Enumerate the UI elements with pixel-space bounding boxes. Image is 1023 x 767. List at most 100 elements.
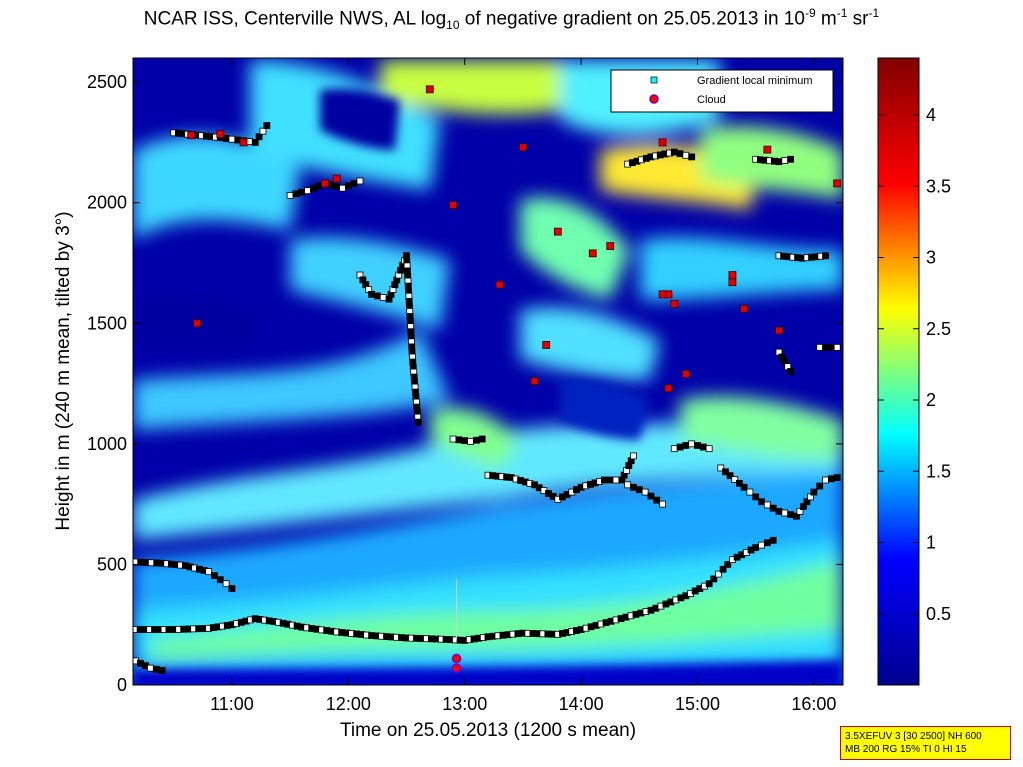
gradient-min-point: [752, 544, 760, 551]
gradient-min-point: [251, 139, 259, 146]
gradient-min-point: [670, 445, 678, 453]
gradient-min-point: [255, 133, 263, 141]
gradient-min-point: [228, 135, 236, 143]
x-axis: 11:00 12:00 13:00 14:00 15:00 16:00: [210, 58, 836, 714]
y-tick-label: 1000: [87, 434, 127, 454]
gradient-min-point: [705, 445, 713, 453]
gradient-min-point: [775, 158, 783, 166]
gradient-min-point: [726, 472, 734, 480]
gradient-min-point: [374, 292, 381, 300]
colorbar-tick-label: 1: [926, 533, 936, 553]
gradient-min-point: [304, 187, 311, 195]
gradient-min-point: [803, 498, 811, 506]
gradient-min-point: [781, 509, 789, 517]
gradient-min-point: [630, 483, 637, 491]
x-tick-label: 12:00: [326, 694, 371, 714]
gradient-min-point: [719, 565, 727, 573]
info-box: 3.5XEFUV 3 [30 2500] NH 600 MB 200 RG 15…: [840, 726, 1011, 760]
chart-title: NCAR ISS, Centerville NWS, AL log10 of n…: [143, 6, 880, 33]
gradient-min-point: [746, 488, 754, 496]
gradient-min-point: [467, 438, 474, 445]
gradient-min-highlight-point: [658, 290, 667, 299]
colorbar-tick-label: 4: [926, 105, 936, 125]
gradient-min-point: [833, 343, 841, 351]
gradient-min-highlight-point: [495, 280, 504, 289]
gradient-min-point: [292, 190, 300, 198]
gradient-min-point: [787, 511, 795, 518]
colorbar-ticks: 0.5 1 1.5 2 2.5 3 3.5 4: [878, 105, 951, 624]
gradient-min-point: [612, 476, 620, 484]
gradient-min-highlight-point: [321, 179, 329, 188]
gradient-min-highlight-point: [763, 145, 772, 154]
gradient-min-point: [298, 188, 306, 196]
gradient-min-point: [630, 452, 637, 460]
gradient-min-point: [688, 440, 696, 448]
gradient-min-point: [205, 568, 213, 576]
gradient-min-point: [682, 442, 690, 449]
colorbar-tick-label: 3: [926, 248, 936, 268]
gradient-min-point: [414, 418, 422, 426]
legend-marker-square-icon: [650, 76, 658, 84]
gradient-min-point: [763, 501, 771, 509]
y-axis: 0 500 1000 1500 2000 2500: [87, 72, 843, 695]
gradient-min-point: [736, 479, 743, 487]
gradient-min-point: [472, 436, 480, 444]
gradient-min-point: [722, 468, 729, 476]
gradient-min-point: [624, 481, 632, 489]
gradient-min-point: [478, 435, 486, 443]
gradient-min-point: [339, 184, 346, 192]
gradient-min-point: [787, 368, 795, 375]
gradient-min-point: [286, 192, 294, 199]
colorbar-tick-label: 2: [926, 390, 936, 410]
gradient-min-point: [228, 585, 236, 592]
gradient-min-point: [816, 482, 824, 490]
gradient-min-highlight-point: [740, 304, 748, 313]
gradient-min-point: [769, 536, 777, 544]
gradient-min-point: [752, 493, 760, 501]
gradient-min-highlight-point: [193, 319, 201, 328]
gradient-min-point: [653, 496, 661, 504]
gradient-min-highlight-point: [588, 249, 597, 258]
y-axis-label: Height in m (240 m mean, tilted by 3°): [53, 211, 74, 530]
gradient-min-highlight-point: [542, 341, 551, 349]
gradient-min-point: [781, 157, 789, 164]
gradient-min-point: [822, 476, 829, 484]
gradient-min-point: [670, 148, 678, 156]
gradient-min-point: [710, 575, 718, 583]
gradient-min-point: [676, 150, 684, 158]
gradient-min-point: [758, 498, 765, 506]
gradient-min-point: [705, 580, 713, 588]
legend-entry-gradient-min: Gradient local minimum: [697, 75, 813, 87]
gradient-min-point: [699, 443, 707, 451]
gradient-min-highlight-point: [670, 300, 679, 308]
y-tick-label: 2000: [87, 193, 127, 213]
gradient-min-point: [717, 464, 725, 472]
gradient-min-highlight-point: [187, 131, 196, 140]
gradient-min-highlight-point: [425, 85, 434, 94]
gradient-min-point: [158, 667, 166, 674]
gradient-min-point: [449, 435, 457, 443]
heatmap: [133, 58, 843, 685]
gradient-min-highlight-point: [664, 384, 673, 393]
gradient-min-point: [647, 492, 655, 500]
gradient-min-point: [816, 343, 824, 351]
gradient-min-point: [676, 443, 684, 451]
gradient-min-point: [600, 476, 608, 484]
gradient-min-point: [379, 294, 387, 301]
gradient-min-point: [787, 155, 795, 163]
x-tick-label: 16:00: [791, 694, 836, 714]
gradient-min-point: [827, 475, 835, 483]
gradient-min-point: [682, 151, 690, 159]
gradient-min-point: [822, 252, 829, 260]
y-tick-label: 2500: [87, 72, 127, 92]
legend-box: [610, 69, 834, 113]
gradient-min-point: [827, 343, 835, 351]
gradient-min-point: [688, 153, 696, 161]
gradient-min-point: [731, 476, 739, 483]
gradient-min-highlight-point: [775, 326, 783, 335]
gradient-min-point: [724, 561, 732, 568]
gradient-min-point: [259, 127, 267, 135]
gradient-min-point: [775, 507, 783, 515]
gradient-min-point: [796, 507, 804, 515]
info-line-1: 3.5XEFUV 3 [30 2500] NH 600: [845, 731, 982, 742]
